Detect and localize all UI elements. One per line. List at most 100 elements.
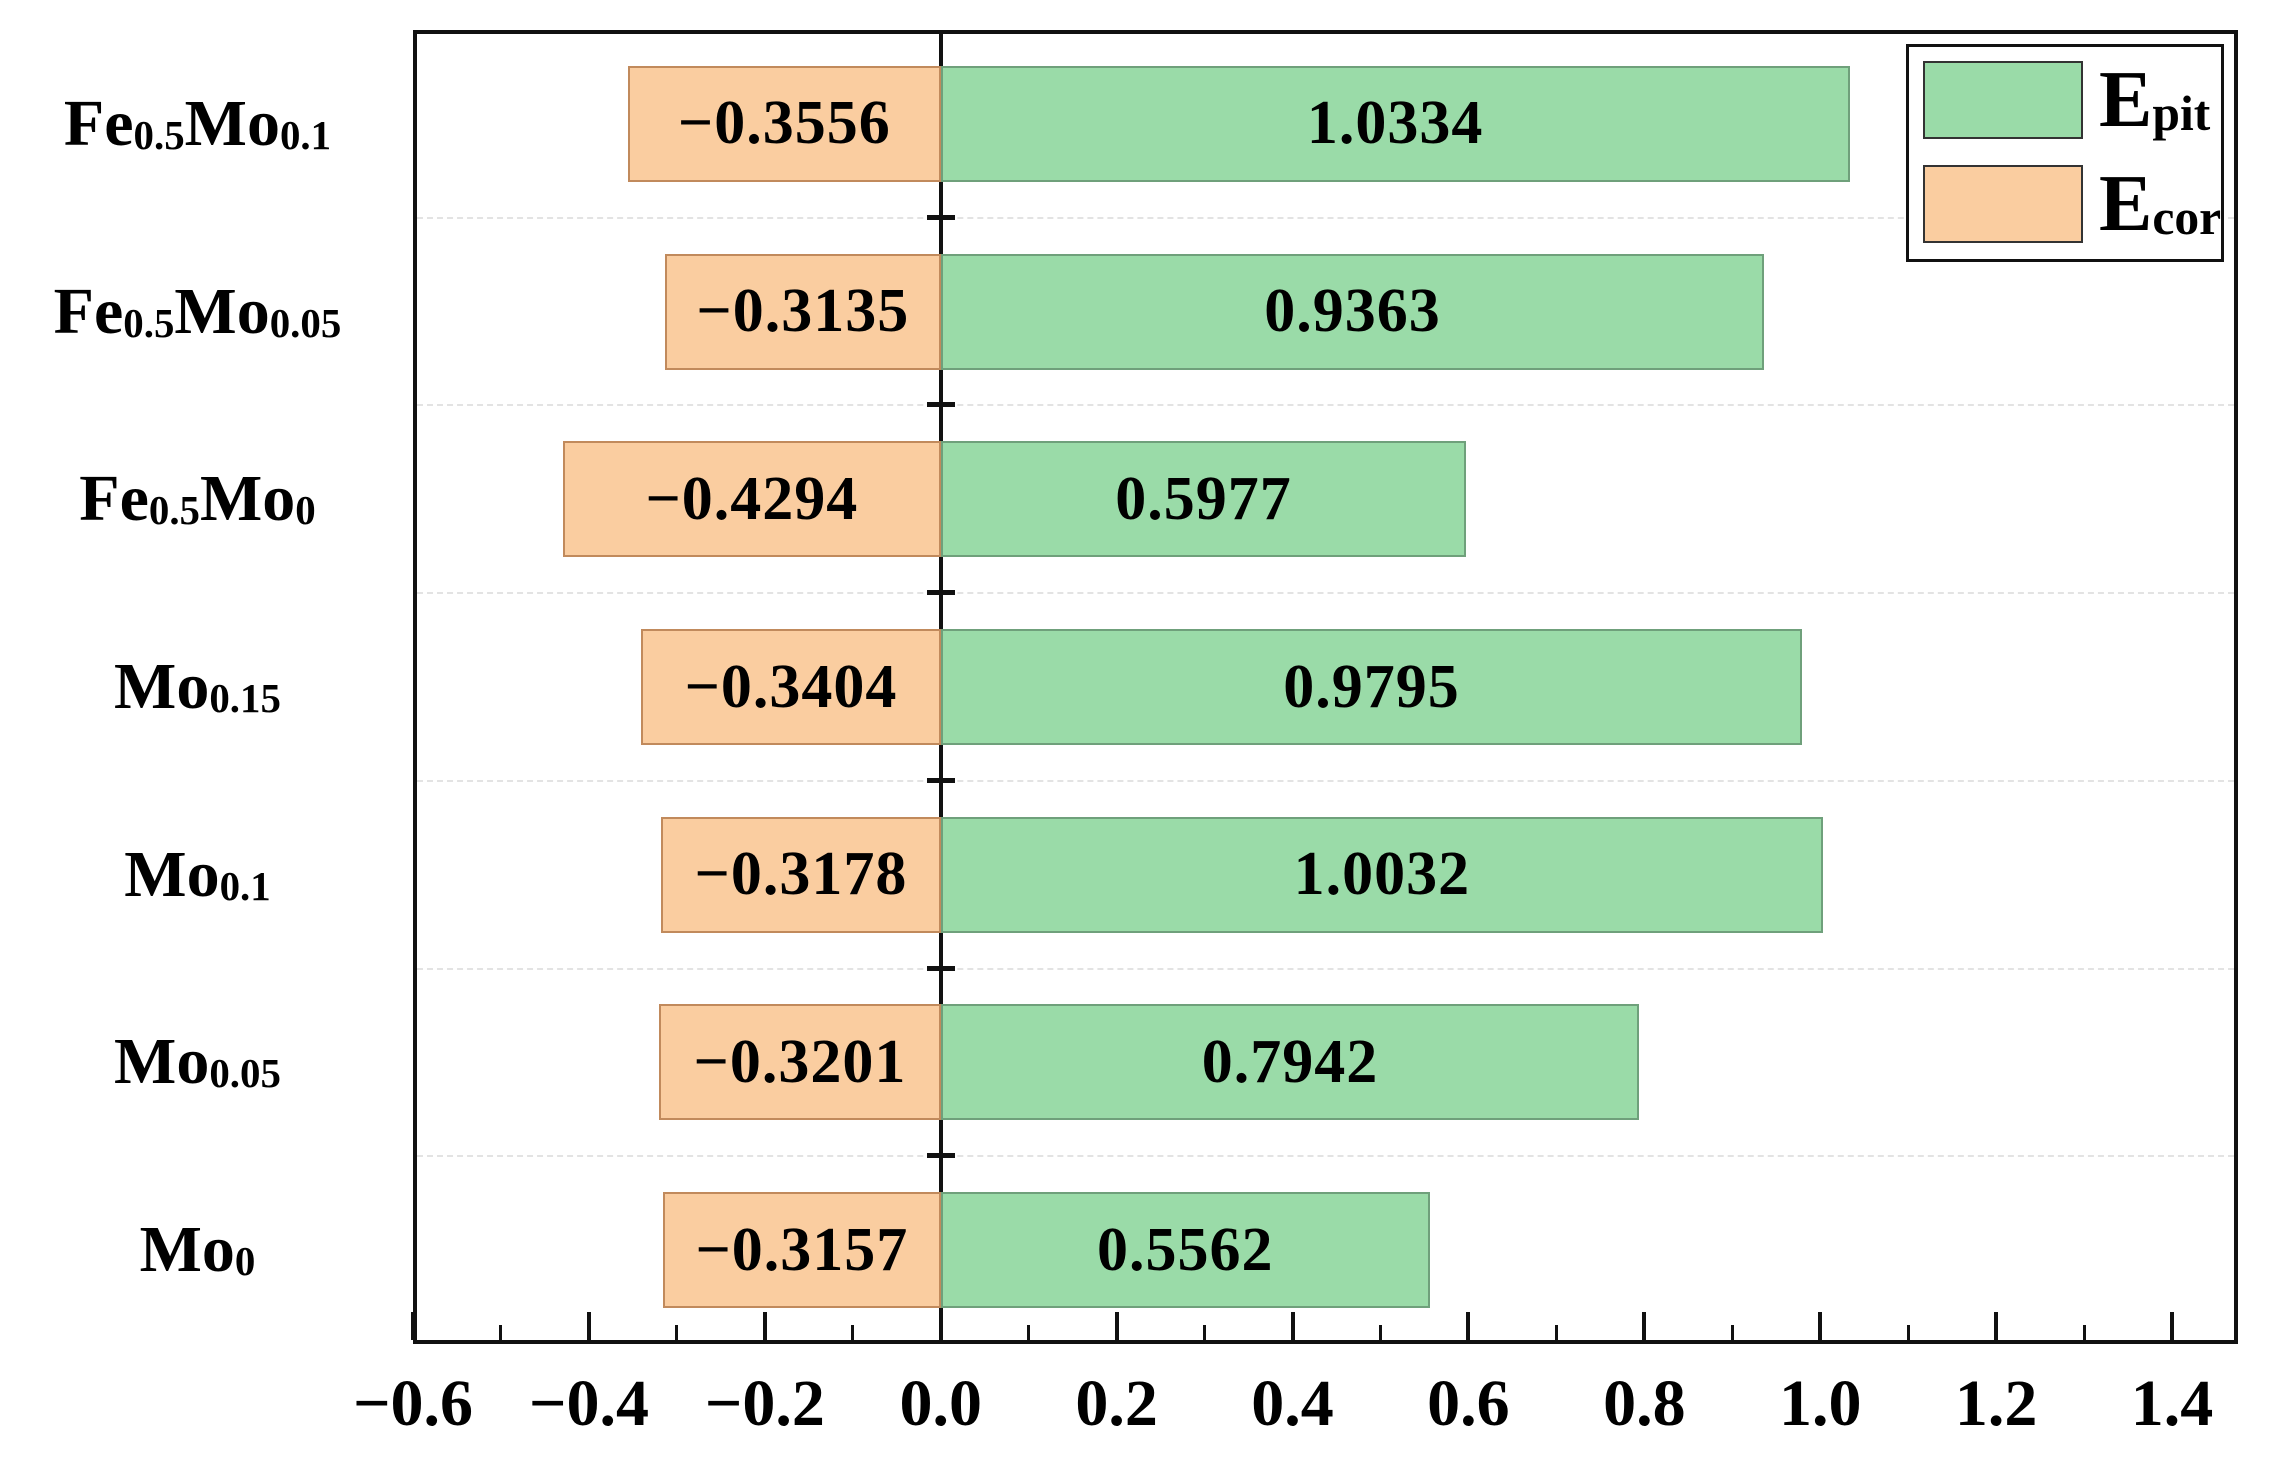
x-axis-tick-label: 0.4 — [1251, 1367, 1334, 1440]
category-label: Fe 0.5 Mo 0.1 — [0, 64, 395, 184]
subscript-text: pit — [2152, 86, 2211, 142]
x-axis-tick-label: 1.0 — [1778, 1367, 1862, 1440]
subscript-text: 0.5 — [148, 488, 200, 534]
x-axis-tick-minor — [2082, 1325, 2086, 1340]
bar-ecor: −0.3404 — [641, 629, 941, 745]
bar-value-label: −0.3556 — [677, 89, 891, 158]
bar-ecor: −0.3556 — [627, 65, 941, 182]
x-axis-tick-minor — [1378, 1325, 1382, 1340]
bar-value-label: −0.3178 — [694, 840, 908, 909]
subscript-text: 0.1 — [219, 863, 271, 909]
y-axis-tick — [926, 965, 955, 971]
x-axis-tick-minor — [1027, 1325, 1031, 1340]
main-text: Mo — [124, 837, 220, 911]
bar-epit: 1.0032 — [940, 816, 1824, 933]
bar-epit: 0.9363 — [940, 253, 1765, 370]
subscript-text: 0.1 — [279, 112, 332, 158]
y-axis-tick — [926, 1153, 955, 1159]
bar-ecor: −0.3178 — [661, 816, 941, 933]
x-axis-tick-label: 0.2 — [1075, 1367, 1158, 1440]
bar-value-label: −0.3157 — [695, 1215, 909, 1284]
x-axis-tick-major — [586, 1312, 591, 1340]
bar-epit: 0.7942 — [940, 1004, 1640, 1121]
bar-ecor: −0.3157 — [663, 1192, 941, 1309]
x-axis-tick-minor — [1906, 1325, 1910, 1340]
bar-value-label: 1.0334 — [1306, 89, 1484, 158]
x-axis-tick-minor — [851, 1325, 855, 1340]
bar-value-label: 0.9363 — [1264, 277, 1441, 346]
grid-line — [417, 404, 2234, 407]
x-axis-tick-major — [1818, 1312, 1823, 1340]
y-axis-tick — [926, 214, 955, 220]
legend-swatch-ecor — [1923, 165, 2083, 243]
main-text: Fe — [53, 274, 124, 348]
grid-line — [417, 1155, 2234, 1158]
grid-line — [417, 967, 2234, 970]
main-text: E — [2099, 55, 2153, 144]
category-label: Mo 0.15 — [0, 627, 395, 747]
bar-value-label: −0.3201 — [693, 1027, 907, 1096]
main-text: Mo — [114, 1025, 210, 1099]
y-axis-tick — [926, 590, 955, 596]
main-text: E — [2099, 159, 2153, 248]
main-text: Mo — [139, 1213, 235, 1287]
x-axis-tick-label: 1.4 — [2130, 1367, 2214, 1440]
x-axis-tick-major — [1290, 1312, 1295, 1340]
subscript-text: 0 — [234, 1239, 256, 1285]
x-axis-tick-minor — [1203, 1325, 1207, 1340]
x-axis-tick-major — [1642, 1312, 1647, 1340]
subscript-text: 0.05 — [269, 300, 342, 346]
x-axis-tick-label: −0.2 — [704, 1367, 825, 1440]
category-label: Mo 0.05 — [0, 1002, 395, 1122]
x-axis-tick-minor — [675, 1325, 679, 1340]
x-axis-tick-major — [938, 1312, 943, 1340]
x-axis-tick-major — [762, 1312, 767, 1340]
bar-value-label: 0.5562 — [1097, 1215, 1274, 1284]
legend-swatch-epit — [1923, 61, 2083, 139]
x-axis-tick-major — [2170, 1312, 2175, 1340]
bar-value-label: −0.4294 — [645, 464, 859, 533]
subscript-text: 0.5 — [123, 300, 175, 346]
x-axis-tick-label: −0.6 — [352, 1367, 474, 1440]
main-text: Fe — [63, 86, 134, 160]
bar-value-label: −0.3135 — [696, 277, 910, 346]
x-axis-tick-label: 1.2 — [1954, 1367, 2038, 1440]
main-text: Mo — [200, 462, 296, 536]
bar-epit: 1.0334 — [940, 65, 1850, 182]
grid-line — [417, 779, 2234, 782]
grid-line — [417, 216, 2234, 219]
category-label: Mo 0.1 — [0, 815, 395, 935]
bar-value-label: −0.3404 — [684, 652, 898, 721]
bar-value-label: 0.5977 — [1115, 464, 1292, 533]
subscript-text: cor — [2152, 190, 2222, 246]
main-text: Mo — [114, 650, 210, 723]
bar-value-label: 0.9795 — [1283, 652, 1460, 721]
bar-epit: 0.5977 — [940, 441, 1467, 558]
x-axis-tick-label: 0.0 — [899, 1367, 982, 1440]
bar-value-label: 0.7942 — [1201, 1027, 1379, 1096]
subscript-text: 0.05 — [209, 1051, 281, 1097]
x-axis-tick-label: −0.4 — [528, 1367, 649, 1440]
y-axis-tick — [926, 777, 955, 783]
x-axis-tick-major — [1114, 1312, 1119, 1340]
x-axis-tick-major — [1466, 1312, 1471, 1340]
x-axis-tick-major — [411, 1312, 415, 1340]
category-label: Fe 0.5 Mo 0 — [0, 439, 395, 559]
bar-value-label: 1.0032 — [1293, 840, 1471, 909]
x-axis-tick-major — [1994, 1312, 1999, 1340]
bar-epit: 0.5562 — [940, 1192, 1430, 1309]
bar-ecor: −0.3201 — [659, 1004, 941, 1121]
subscript-text: 0 — [295, 488, 316, 534]
y-axis-tick — [926, 402, 955, 408]
subscript-text: 0.5 — [133, 112, 185, 158]
x-axis-tick-minor — [1554, 1325, 1558, 1340]
main-text: Mo — [184, 86, 280, 160]
category-label: Fe 0.5 Mo 0.05 — [0, 252, 395, 372]
main-text: Fe — [79, 462, 149, 536]
x-axis-tick-label: 0.6 — [1427, 1367, 1510, 1440]
bar-ecor: −0.3135 — [664, 253, 941, 370]
